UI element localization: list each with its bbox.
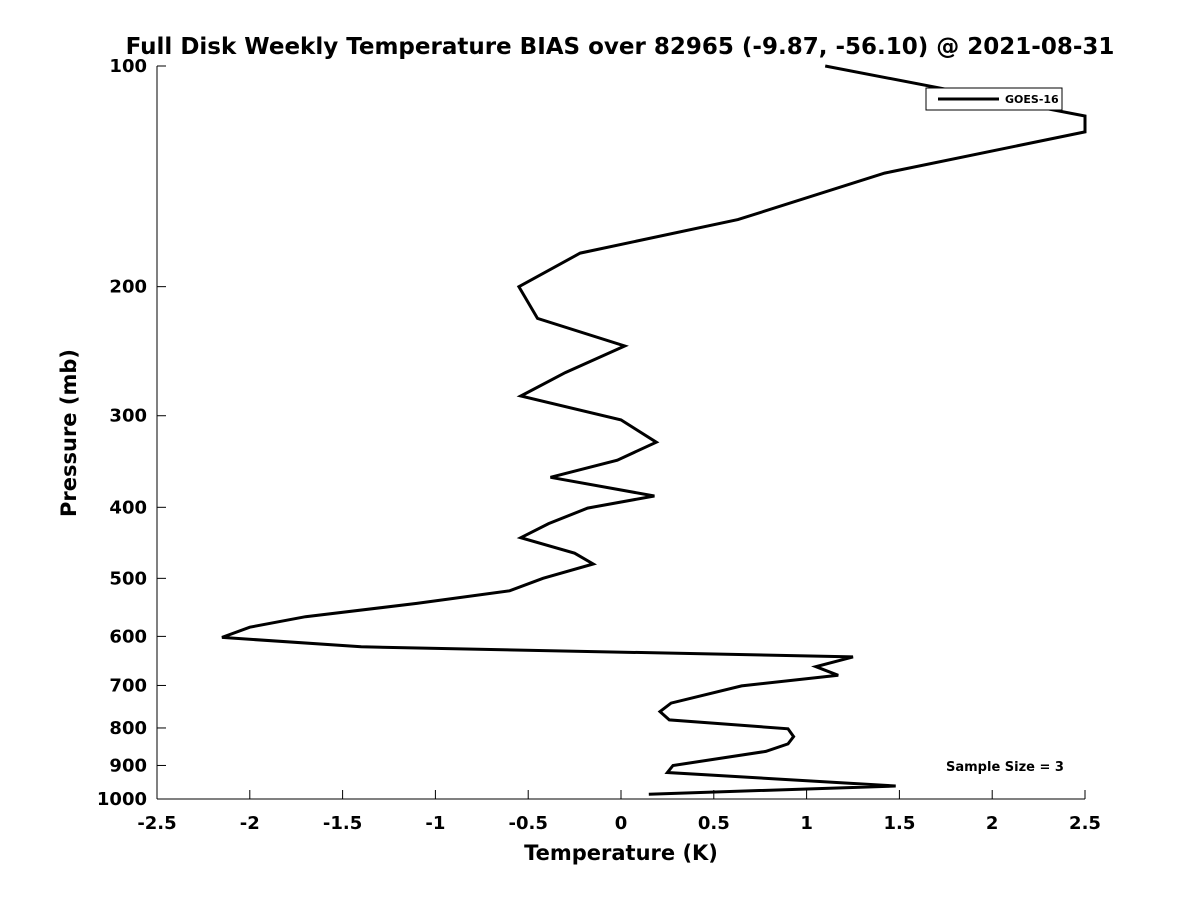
y-axis-label: Pressure (mb)	[57, 349, 81, 517]
x-tick-label: -1.5	[323, 813, 362, 834]
y-tick-label: 200	[109, 277, 147, 298]
x-tick-label: -2.5	[137, 813, 176, 834]
x-tick-label: 0.5	[698, 813, 730, 834]
y-tick-label: 300	[109, 406, 147, 427]
x-tick-label: 0	[615, 813, 628, 834]
plot-area	[156, 64, 1087, 800]
legend-label-goes16: GOES-16	[1005, 93, 1059, 106]
x-tick-label: 2.5	[1069, 813, 1101, 834]
y-tick-label: 100	[109, 56, 147, 77]
series-line-goes-16	[221, 64, 1087, 796]
y-tick-label: 700	[109, 675, 147, 696]
y-tick-label: 900	[109, 755, 147, 776]
x-tick-label: -1	[425, 813, 445, 834]
x-axis-ticks: -2.5 -2 -1.5 -1 -0.5 0 0.5 1 1.5 2 2.5	[137, 790, 1101, 834]
legend: GOES-16	[925, 87, 1063, 111]
x-tick-label: 2	[986, 813, 999, 834]
chart-title: Full Disk Weekly Temperature BIAS over 8…	[126, 34, 1115, 60]
y-tick-label: 400	[109, 497, 147, 518]
y-tick-label: 600	[109, 626, 147, 647]
y-axis-ticks: 100 200 300 400 500 600 700 800 900 1000	[97, 56, 166, 810]
y-tick-label: 500	[109, 568, 147, 589]
x-axis-label: Temperature (K)	[524, 841, 718, 865]
x-tick-label: 1	[800, 813, 813, 834]
sample-size-annotation: Sample Size = 3	[946, 760, 1064, 775]
x-tick-label: 1.5	[883, 813, 915, 834]
y-tick-label: 800	[109, 718, 147, 739]
x-tick-label: -0.5	[509, 813, 548, 834]
x-tick-label: -2	[240, 813, 260, 834]
y-tick-label: 1000	[97, 789, 147, 810]
